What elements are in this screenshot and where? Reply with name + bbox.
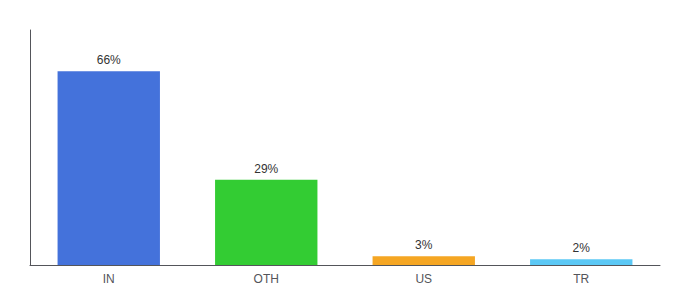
svg-text:3%: 3% — [415, 238, 433, 252]
svg-text:2%: 2% — [573, 241, 591, 255]
svg-text:IN: IN — [103, 272, 115, 286]
svg-text:29%: 29% — [254, 162, 278, 176]
svg-text:TR: TR — [573, 272, 589, 286]
svg-text:66%: 66% — [97, 53, 121, 67]
svg-text:OTH: OTH — [254, 272, 279, 286]
svg-text:US: US — [415, 272, 432, 286]
